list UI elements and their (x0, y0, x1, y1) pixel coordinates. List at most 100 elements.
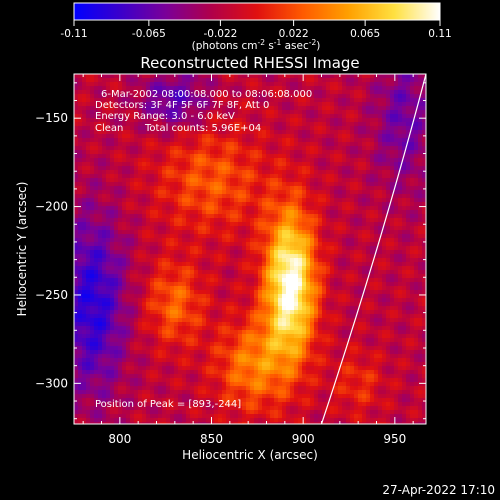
heatmap-cell (282, 162, 287, 167)
heatmap-cell (322, 258, 327, 263)
heatmap-cell (234, 174, 239, 179)
heatmap-cell (162, 86, 167, 91)
heatmap-cell (330, 186, 335, 191)
heatmap-cell (138, 74, 143, 79)
heatmap-cell (374, 218, 379, 223)
heatmap-cell (318, 86, 323, 91)
heatmap-cell (86, 198, 91, 203)
heatmap-cell (250, 146, 255, 151)
heatmap-cell (134, 162, 139, 167)
heatmap-cell (254, 138, 259, 143)
heatmap-cell (206, 226, 211, 231)
heatmap-cell (146, 170, 151, 175)
heatmap-cell (154, 106, 159, 111)
heatmap-cell (206, 114, 211, 119)
heatmap-cell (170, 86, 175, 91)
heatmap-cell (358, 286, 363, 291)
heatmap-cell (174, 194, 179, 199)
heatmap-cell (238, 194, 243, 199)
heatmap-cell (118, 278, 123, 283)
heatmap-cell (366, 98, 371, 103)
heatmap-cell (302, 170, 307, 175)
heatmap-cell (242, 182, 247, 187)
heatmap-cell (198, 214, 203, 219)
heatmap-cell (138, 242, 143, 247)
heatmap-cell (90, 162, 95, 167)
heatmap-cell (234, 102, 239, 107)
heatmap-cell (370, 74, 375, 79)
heatmap-cell (194, 174, 199, 179)
heatmap-cell (158, 218, 163, 223)
heatmap-cell (194, 158, 199, 163)
heatmap-cell (202, 170, 207, 175)
heatmap-cell (102, 266, 107, 271)
heatmap-cell (162, 282, 167, 287)
heatmap-cell (118, 158, 123, 163)
heatmap-cell (170, 166, 175, 171)
heatmap-cell (186, 226, 191, 231)
heatmap-cell (338, 202, 343, 207)
heatmap-cell (242, 154, 247, 159)
heatmap-cell (366, 110, 371, 115)
heatmap-cell (126, 138, 131, 143)
heatmap-cell (246, 134, 251, 139)
heatmap-cell (78, 298, 83, 303)
heatmap-cell (198, 162, 203, 167)
heatmap-cell (386, 190, 391, 195)
heatmap-cell (330, 138, 335, 143)
heatmap-cell (354, 174, 359, 179)
heatmap-cell (398, 78, 403, 83)
heatmap-cell (226, 118, 231, 123)
heatmap-cell (366, 118, 371, 123)
heatmap-cell (282, 150, 287, 155)
heatmap-cell (366, 214, 371, 219)
heatmap-cell (154, 278, 159, 283)
heatmap-cell (418, 102, 423, 107)
heatmap-cell (330, 282, 335, 287)
heatmap-cell (214, 170, 219, 175)
heatmap-cell (218, 218, 223, 223)
heatmap-cell (270, 150, 275, 155)
heatmap-cell (358, 274, 363, 279)
heatmap-cell (394, 194, 399, 199)
heatmap-cell (346, 94, 351, 99)
heatmap-cell (82, 166, 87, 171)
heatmap-cell (386, 250, 391, 255)
heatmap-cell (198, 294, 203, 299)
heatmap-cell (154, 126, 159, 131)
heatmap-cell (366, 166, 371, 171)
heatmap-cell (266, 78, 271, 83)
heatmap-cell (378, 170, 383, 175)
heatmap-cell (306, 118, 311, 123)
heatmap-cell (146, 190, 151, 195)
heatmap-cell (118, 134, 123, 139)
heatmap-cell (78, 74, 83, 79)
heatmap-cell (138, 202, 143, 207)
heatmap-cell (270, 102, 275, 107)
heatmap-cell (178, 250, 183, 255)
heatmap-cell (366, 154, 371, 159)
heatmap-cell (238, 110, 243, 115)
heatmap-cell (130, 202, 135, 207)
heatmap-cell (298, 138, 303, 143)
heatmap-cell (386, 166, 391, 171)
heatmap-cell (146, 198, 151, 203)
heatmap-cell (314, 258, 319, 263)
heatmap-cell (274, 274, 279, 279)
heatmap-cell (222, 186, 227, 191)
heatmap-cell (322, 218, 327, 223)
heatmap-cell (422, 106, 426, 111)
heatmap-cell (282, 290, 287, 295)
heatmap-cell (106, 274, 111, 279)
heatmap-cell (170, 82, 175, 87)
heatmap-cell (242, 158, 247, 163)
heatmap-cell (414, 150, 419, 155)
heatmap-cell (242, 134, 247, 139)
heatmap-cell (98, 130, 103, 135)
heatmap-cell (350, 186, 355, 191)
heatmap-cell (306, 142, 311, 147)
heatmap-cell (222, 230, 227, 235)
heatmap-cell (194, 78, 199, 83)
heatmap-cell (110, 158, 115, 163)
heatmap-cell (178, 182, 183, 187)
